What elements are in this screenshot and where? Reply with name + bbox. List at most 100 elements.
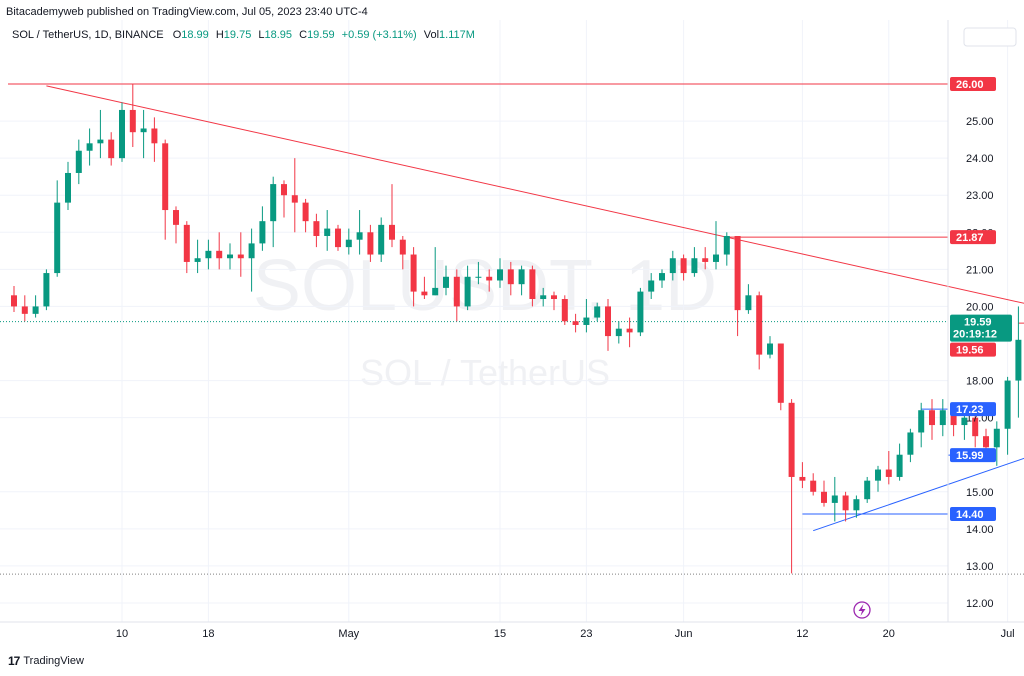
candle: [389, 184, 395, 248]
candle-body: [270, 184, 277, 222]
candle-body: [97, 139, 104, 144]
candle: [583, 299, 590, 333]
chart-grid: [0, 20, 1009, 622]
tradingview-footer[interactable]: 17 TradingView: [8, 654, 84, 668]
price-tag-label: 14.40: [956, 509, 984, 521]
candle-body: [518, 269, 525, 285]
candle-body: [799, 476, 806, 481]
candle: [324, 210, 331, 251]
candle: [864, 476, 871, 503]
candles: [11, 84, 1022, 574]
symbol-watermark: SOLUSDT, 1D SOL / TetherUS: [253, 246, 717, 393]
candle: [810, 473, 817, 496]
price-tag-label: 26.00: [956, 79, 984, 91]
candle: [896, 443, 903, 481]
candle: [993, 421, 1000, 466]
price-tick-label: 24.00: [966, 153, 994, 165]
candle: [335, 224, 341, 251]
candle: [65, 161, 71, 211]
candle-body: [54, 202, 61, 274]
candle-body: [140, 128, 147, 133]
price-tag-box: [950, 507, 996, 522]
candle: [205, 239, 212, 270]
candle: [669, 250, 676, 281]
candle-body: [345, 239, 352, 248]
candle: [75, 139, 82, 185]
candle-body: [486, 276, 493, 281]
candle-body: [205, 250, 212, 259]
candle: [54, 180, 61, 277]
candle: [11, 286, 17, 312]
candle-body: [259, 221, 266, 244]
scale-menu-icon[interactable]: [963, 27, 1017, 47]
horizontal-levels[interactable]: [8, 83, 986, 515]
resistance-tag: 19.56: [950, 342, 996, 357]
candle-body: [561, 299, 568, 322]
candle-body: [464, 276, 471, 307]
candle: [32, 295, 39, 318]
candle: [399, 235, 406, 270]
candle: [842, 491, 849, 522]
symbol-legend[interactable]: SOL / TetherUS, 1D, BINANCE O18.99 H19.7…: [12, 29, 479, 41]
price-tag: 21.87: [950, 230, 996, 245]
candle-body: [421, 291, 428, 296]
candle: [831, 476, 838, 522]
time-axis[interactable]: 1018May1523Jun1220Jul10: [116, 628, 1024, 640]
price-tag-box: [950, 402, 996, 417]
last-price-box: [950, 314, 1012, 342]
candle: [475, 261, 482, 285]
candle-body: [227, 254, 233, 259]
candle-body: [453, 276, 460, 307]
legend-high: 19.75: [223, 29, 252, 41]
candle-body: [939, 410, 946, 426]
candle-body: [918, 410, 925, 433]
candle-body: [410, 254, 417, 292]
candle: [410, 247, 417, 307]
publisher-header: Bitacademyweb published on TradingView.c…: [6, 6, 368, 18]
candle-body: [583, 317, 590, 325]
price-tick-label: 15.00: [966, 487, 994, 499]
candle-body: [86, 143, 93, 151]
candle: [183, 221, 190, 274]
candle: [497, 258, 503, 288]
candle: [173, 206, 179, 244]
lightning-icon[interactable]: [853, 601, 871, 619]
candle: [853, 495, 860, 518]
legend-high-label: H: [215, 29, 224, 41]
candle: [659, 269, 665, 288]
candle: [248, 228, 255, 292]
candle-body: [993, 428, 1000, 448]
price-tick-label: 21.00: [966, 264, 994, 276]
candle-body: [777, 343, 784, 403]
trendlines[interactable]: [46, 85, 1024, 532]
price-tag-label: 17.23: [956, 404, 984, 416]
candle: [216, 232, 223, 270]
trendline[interactable]: [46, 85, 1024, 321]
candle-body: [119, 109, 125, 159]
candle: [637, 287, 644, 337]
candle: [108, 132, 115, 166]
time-tick-label: 20: [883, 628, 895, 640]
candle: [605, 299, 611, 351]
dotted-lines: [0, 321, 1024, 575]
candle-body: [810, 480, 817, 492]
candle-body: [529, 269, 536, 300]
candle: [302, 198, 309, 233]
candle-body: [669, 258, 676, 274]
candle: [756, 291, 763, 370]
candle-body: [929, 410, 935, 426]
candle-body: [183, 224, 190, 262]
legend-symbol[interactable]: SOL / TetherUS, 1D, BINANCE: [12, 29, 164, 41]
candle-body: [129, 109, 136, 133]
candle-body: [723, 235, 730, 255]
candle: [713, 221, 719, 270]
candle-body: [767, 343, 773, 355]
candle-body: [248, 243, 255, 259]
trendline[interactable]: [813, 419, 1024, 532]
candle-body: [853, 499, 860, 511]
time-tick-label: 18: [202, 628, 214, 640]
candle: [227, 243, 233, 270]
candle-body: [864, 480, 871, 500]
